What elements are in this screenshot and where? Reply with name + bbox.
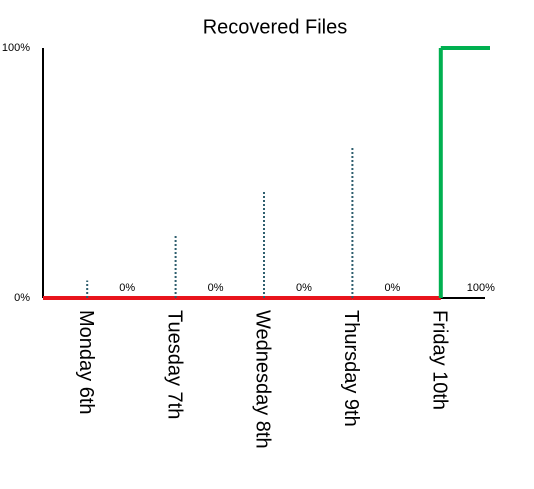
x-tick-label: Tuesday 7th (163, 310, 185, 419)
data-label: 0% (208, 282, 224, 294)
chart-title: Recovered Files (203, 16, 348, 38)
data-label: 0% (384, 282, 400, 294)
x-tick-label: Thursday 9th (340, 310, 362, 427)
x-tick-label: Monday 6th (75, 310, 97, 415)
y-tick-label: 0% (14, 292, 30, 304)
data-label: 0% (296, 282, 312, 294)
x-tick-label: Friday 10th (429, 310, 451, 410)
data-label: 0% (119, 282, 135, 294)
y-tick-label: 100% (2, 42, 30, 54)
x-tick-label: Wednesday 8th (252, 310, 274, 449)
data-label: 100% (467, 282, 495, 294)
